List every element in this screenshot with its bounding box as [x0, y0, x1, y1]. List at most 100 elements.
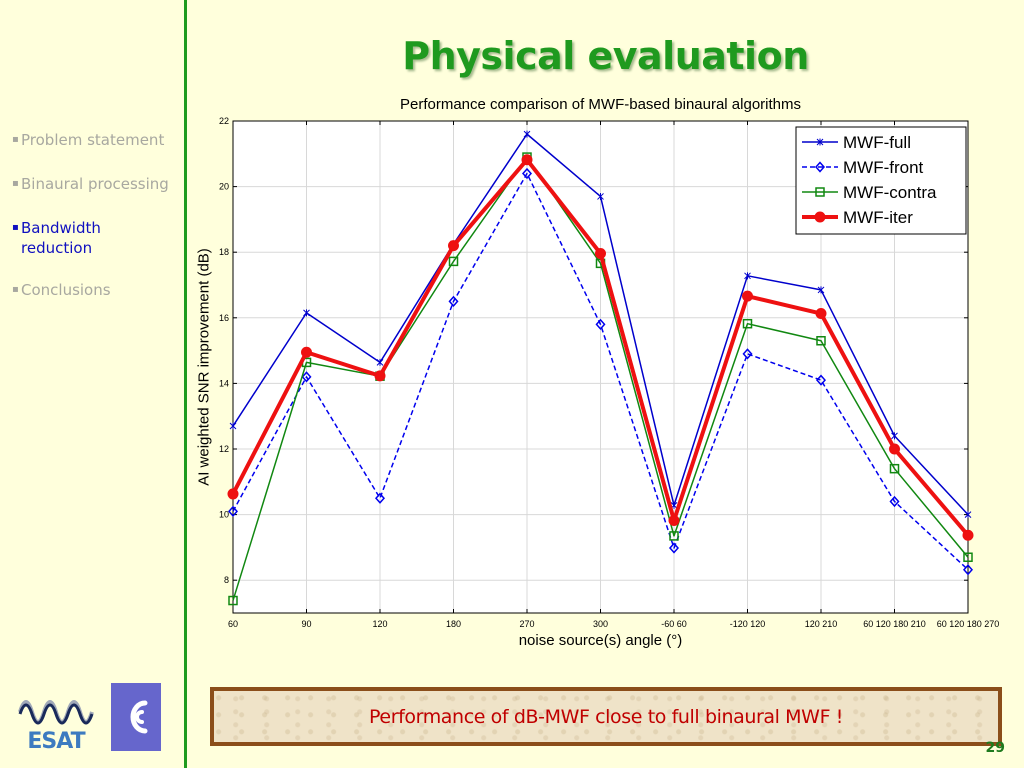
x-tick-label: 60 120 180 270 [937, 619, 1000, 629]
data-point-mwf-full [891, 432, 898, 440]
x-tick-label: 180 [446, 619, 461, 629]
series-line-mwf-front [232, 172, 969, 571]
x-tick-label: -60 60 [661, 619, 687, 629]
page-number: 29 [985, 740, 1005, 756]
bullet-icon: ▪ [12, 222, 19, 233]
conclusion-callout: Performance of dB-MWF close to full bina… [210, 687, 1002, 746]
data-point-mwf-front [301, 371, 312, 383]
nav-item-label: Conclusions [21, 281, 111, 299]
x-axis-label: noise source(s) angle (°) [518, 632, 683, 649]
legend-marker-mwf-front [814, 161, 826, 173]
y-tick-label: 10 [219, 510, 229, 520]
x-tick-label: 60 [228, 619, 238, 629]
bullet-icon: ▪ [12, 178, 19, 189]
data-point-mwf-iter [742, 290, 753, 302]
axes: 8 10 12 14 16 18 20 22 60 90 120 180 270 300 -60 60 -12… [219, 116, 999, 629]
data-point-mwf-full [376, 358, 384, 366]
y-tick-label: 22 [219, 116, 229, 126]
y-tick-label: 18 [219, 247, 229, 257]
x-tick-label: 60 120 180 210 [863, 619, 926, 629]
data-point-mwf-iter [595, 248, 606, 260]
x-tick-label: -120 120 [730, 619, 766, 629]
nav-item-problem-statement[interactable]: ▪ Problem statement [12, 130, 182, 150]
data-point-mwf-iter [815, 308, 827, 320]
data-point-mwf-full [303, 309, 310, 317]
data-point-mwf-iter [448, 240, 459, 252]
data-point-mwf-front [448, 295, 459, 308]
nav-item-label: Problem statement [21, 131, 165, 149]
data-point-mwf-full [229, 422, 237, 430]
legend-label-mwf-iter: MWF-iter [843, 208, 913, 227]
legend-label-mwf-contra: MWF-contra [843, 183, 937, 202]
ear-logo [111, 683, 161, 751]
data-point-mwf-front [668, 542, 680, 554]
data-point-mwf-front [374, 492, 386, 504]
data-point-mwf-contra [228, 595, 238, 606]
legend-label-mwf-front: MWF-front [843, 158, 924, 177]
series-mwf-iter [227, 154, 974, 541]
series-group [227, 130, 974, 606]
data-point-mwf-iter [668, 515, 680, 527]
x-tick-label: 90 [301, 619, 311, 629]
data-point-mwf-contra [669, 531, 679, 541]
x-tick-label: 300 [593, 619, 608, 629]
legend-marker-mwf-iter [814, 211, 826, 223]
data-point-mwf-front [742, 348, 753, 360]
data-point-mwf-contra [889, 463, 900, 474]
esat-logo: ESAT [16, 684, 96, 754]
nav-item-conclusions[interactable]: ▪ Conclusions [12, 280, 182, 300]
data-point-mwf-contra [816, 336, 826, 346]
legend-marker-mwf-full [816, 138, 824, 146]
y-tick-label: 16 [219, 313, 229, 323]
nav-item-binaural-processing[interactable]: ▪ Binaural processing [12, 174, 182, 194]
data-point-mwf-full [597, 192, 604, 200]
data-point-mwf-full [744, 272, 751, 280]
y-tick-label: 14 [219, 378, 229, 388]
data-point-mwf-contra [963, 552, 973, 562]
data-point-mwf-iter [301, 346, 312, 358]
data-point-mwf-front [595, 318, 606, 330]
data-point-mwf-full [523, 130, 531, 138]
x-tick-label: 120 210 [805, 619, 838, 629]
data-point-mwf-iter [374, 370, 386, 382]
series-mwf-front [227, 167, 974, 576]
bullet-icon: ▪ [12, 134, 19, 145]
nav-item-label: Binaural processing [21, 175, 169, 193]
data-point-mwf-front [962, 564, 974, 576]
waveform-icon [18, 700, 94, 725]
data-point-mwf-iter [962, 529, 974, 541]
nav-item-label: Bandwidth [21, 219, 101, 237]
series-line-mwf-contra [232, 156, 969, 601]
nav-item-label-line2: reduction [21, 239, 93, 257]
slide-divider-bar [184, 0, 187, 768]
esat-logo-text: ESAT [27, 729, 85, 754]
slide-title: Physical evaluation [402, 34, 809, 78]
ear-icon [130, 700, 148, 734]
legend-label-mwf-full: MWF-full [843, 133, 911, 152]
data-point-mwf-front [815, 374, 827, 386]
data-point-mwf-iter [521, 154, 533, 166]
chart-title: Performance comparison of MWF-based bina… [400, 96, 801, 113]
data-point-mwf-full [964, 511, 972, 519]
y-tick-label: 20 [219, 182, 229, 192]
y-tick-label: 8 [224, 575, 229, 585]
plot-frame [232, 120, 969, 614]
callout-text: Performance of dB-MWF close to full bina… [369, 705, 843, 728]
x-tick-label: 270 [519, 619, 534, 629]
data-point-mwf-front [889, 495, 900, 508]
data-point-mwf-iter [889, 443, 900, 455]
nav-item-bandwidth-reduction[interactable]: ▪ Bandwidth reduction [12, 218, 182, 258]
data-point-mwf-contra [448, 256, 459, 267]
data-point-mwf-iter [227, 488, 239, 500]
data-point-mwf-front [227, 505, 239, 517]
legend-marker-mwf-contra [815, 187, 825, 197]
data-point-mwf-full [817, 286, 825, 294]
outline-nav: ▪ Problem statement ▪ Binaural processin… [12, 130, 182, 324]
data-point-mwf-front [521, 167, 533, 180]
x-tick-label: 120 [372, 619, 387, 629]
y-tick-label: 12 [219, 444, 229, 454]
bullet-icon: ▪ [12, 284, 19, 295]
legend: MWF-full MWF-front MWF-contra MWF-iter [795, 126, 967, 235]
data-point-mwf-contra [742, 318, 753, 329]
